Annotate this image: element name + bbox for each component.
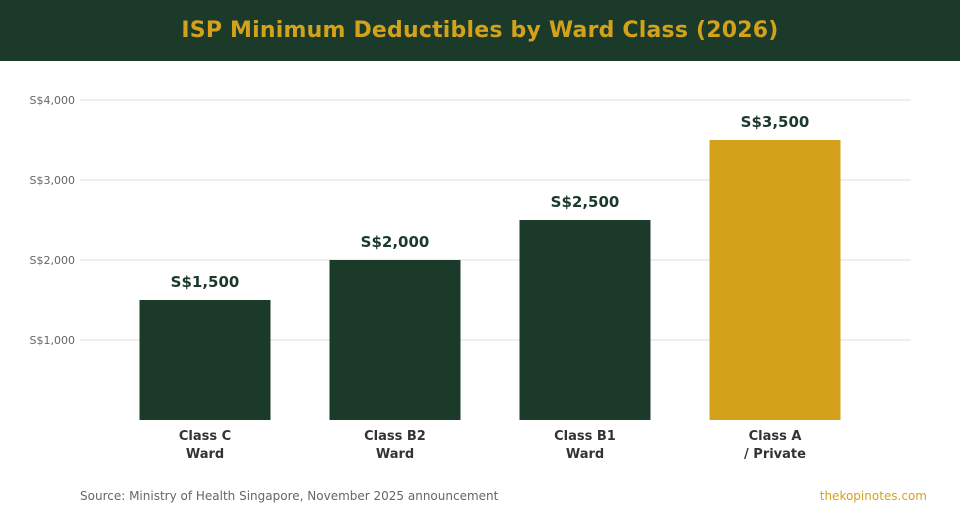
y-axis-ticks: S$1,000 S$2,000 S$3,000 S$4,000 bbox=[30, 94, 75, 347]
x-tick-label: Class B2 bbox=[364, 429, 426, 444]
bar bbox=[519, 220, 651, 420]
bar-chart: S$1,000 S$2,000 S$3,000 S$4,000 S$1,500 S$2,… bbox=[30, 94, 911, 462]
x-tick-label: Class A bbox=[749, 429, 802, 444]
x-tick-label: Class C bbox=[179, 429, 231, 444]
bar bbox=[139, 300, 271, 420]
y-tick-label: S$4,000 bbox=[30, 94, 75, 107]
header-bar: ISP Minimum Deductibles by Ward Class (2… bbox=[0, 0, 960, 61]
value-labels: S$1,500 S$2,000 S$2,500 S$3,500 bbox=[171, 113, 810, 291]
bar-value-label: S$2,500 bbox=[551, 193, 620, 211]
bar-value-label: S$3,500 bbox=[741, 113, 810, 131]
y-tick-label: S$2,000 bbox=[30, 254, 75, 267]
y-tick-label: S$1,000 bbox=[30, 334, 75, 347]
bar-value-label: S$2,000 bbox=[361, 233, 430, 251]
chart-title: ISP Minimum Deductibles by Ward Class (2… bbox=[181, 18, 779, 43]
y-tick-label: S$3,000 bbox=[30, 174, 75, 187]
x-tick-label: Ward bbox=[186, 447, 224, 462]
source-note: Source: Ministry of Health Singapore, No… bbox=[80, 489, 499, 503]
x-axis-labels: Class C Ward Class B2 Ward Class B1 Ward Class… bbox=[179, 429, 806, 462]
bar-value-label: S$1,500 bbox=[171, 273, 240, 291]
x-tick-label: Class B1 bbox=[554, 429, 616, 444]
x-tick-label: Ward bbox=[376, 447, 414, 462]
bar bbox=[329, 260, 461, 420]
bars bbox=[139, 140, 841, 420]
brand-link[interactable]: thekopinotes.com bbox=[819, 489, 927, 503]
x-tick-label: Ward bbox=[566, 447, 604, 462]
x-tick-label: / Private bbox=[744, 447, 806, 462]
bar bbox=[709, 140, 841, 420]
